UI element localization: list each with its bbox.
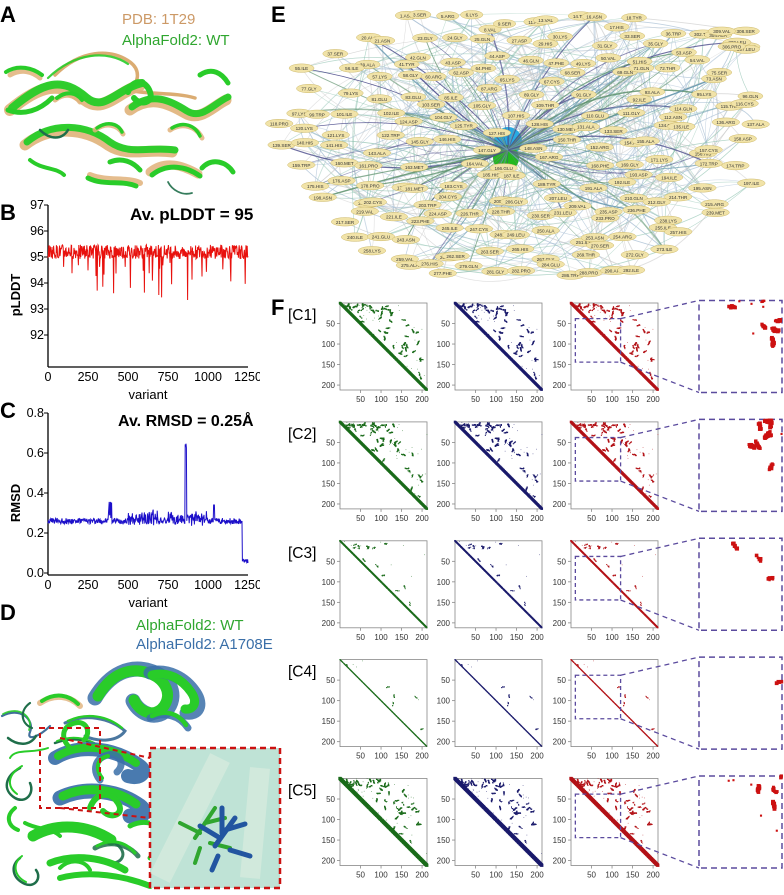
svg-text:150: 150 (553, 361, 567, 370)
svg-text:100: 100 (374, 514, 388, 523)
svg-text:200: 200 (437, 500, 451, 509)
svg-text:200: 200 (415, 514, 429, 523)
svg-text:50: 50 (557, 320, 566, 329)
svg-text:50: 50 (471, 514, 480, 523)
svg-text:150: 150 (510, 514, 524, 523)
svg-text:[C1]: [C1] (288, 307, 316, 324)
svg-text:100: 100 (374, 395, 388, 404)
svg-text:50: 50 (441, 320, 450, 329)
svg-text:200: 200 (646, 395, 660, 404)
svg-text:50: 50 (326, 438, 335, 447)
svg-text:200: 200 (530, 514, 544, 523)
svg-text:200: 200 (415, 395, 429, 404)
svg-text:50: 50 (356, 395, 365, 404)
svg-text:150: 150 (510, 395, 524, 404)
svg-text:50: 50 (441, 438, 450, 447)
svg-text:150: 150 (626, 395, 640, 404)
svg-text:150: 150 (322, 479, 336, 488)
svg-text:100: 100 (489, 395, 503, 404)
svg-text:100: 100 (553, 340, 567, 349)
svg-text:50: 50 (356, 514, 365, 523)
svg-text:50: 50 (326, 320, 335, 329)
svg-text:150: 150 (395, 395, 409, 404)
svg-text:150: 150 (395, 514, 409, 523)
svg-text:50: 50 (587, 395, 596, 404)
svg-text:100: 100 (322, 340, 336, 349)
svg-text:100: 100 (489, 514, 503, 523)
svg-text:50: 50 (471, 395, 480, 404)
svg-text:200: 200 (322, 381, 336, 390)
svg-text:200: 200 (322, 500, 336, 509)
svg-text:200: 200 (553, 381, 567, 390)
svg-text:200: 200 (530, 395, 544, 404)
svg-text:100: 100 (437, 459, 451, 468)
svg-text:[C2]: [C2] (288, 426, 316, 443)
svg-text:100: 100 (322, 459, 336, 468)
svg-text:150: 150 (322, 361, 336, 370)
svg-text:100: 100 (605, 395, 619, 404)
svg-text:150: 150 (437, 361, 451, 370)
svg-text:100: 100 (437, 340, 451, 349)
svg-text:200: 200 (437, 381, 451, 390)
svg-text:150: 150 (437, 479, 451, 488)
